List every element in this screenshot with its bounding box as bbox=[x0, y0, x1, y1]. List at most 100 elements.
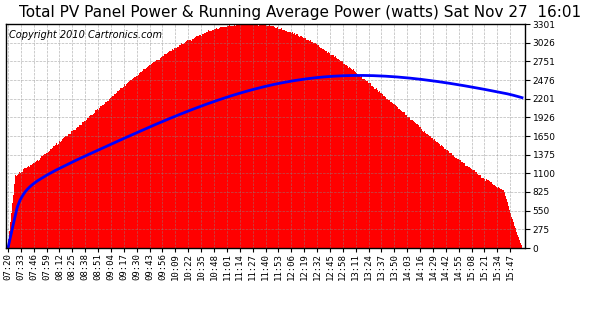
Bar bbox=[437, 142, 439, 248]
Bar bbox=[271, 26, 272, 248]
Bar bbox=[415, 123, 416, 248]
Bar bbox=[252, 25, 253, 248]
Bar bbox=[424, 131, 425, 248]
Bar bbox=[202, 34, 203, 248]
Bar bbox=[98, 108, 100, 248]
Bar bbox=[245, 24, 246, 248]
Bar bbox=[392, 103, 393, 248]
Bar bbox=[311, 42, 313, 248]
Bar bbox=[28, 166, 29, 248]
Bar bbox=[77, 127, 78, 248]
Bar bbox=[27, 167, 28, 248]
Bar bbox=[496, 187, 497, 248]
Bar bbox=[452, 155, 453, 248]
Bar bbox=[484, 179, 485, 248]
Bar bbox=[276, 28, 277, 248]
Bar bbox=[389, 100, 390, 248]
Bar bbox=[212, 30, 214, 248]
Bar bbox=[155, 61, 156, 248]
Bar bbox=[48, 152, 49, 248]
Bar bbox=[249, 24, 250, 248]
Bar bbox=[135, 77, 136, 248]
Bar bbox=[422, 131, 424, 248]
Bar bbox=[314, 43, 316, 248]
Bar bbox=[51, 149, 52, 248]
Bar bbox=[261, 24, 262, 248]
Bar bbox=[190, 40, 191, 248]
Bar bbox=[434, 139, 436, 248]
Bar bbox=[257, 25, 258, 248]
Bar bbox=[169, 51, 170, 248]
Bar bbox=[33, 163, 34, 248]
Bar bbox=[23, 169, 25, 248]
Bar bbox=[82, 122, 83, 248]
Bar bbox=[346, 65, 347, 248]
Bar bbox=[299, 36, 301, 248]
Bar bbox=[386, 99, 387, 248]
Bar bbox=[377, 90, 378, 248]
Bar bbox=[350, 68, 351, 248]
Text: Total PV Panel Power & Running Average Power (watts) Sat Nov 27  16:01: Total PV Panel Power & Running Average P… bbox=[19, 5, 581, 20]
Bar bbox=[358, 75, 359, 248]
Bar bbox=[342, 61, 343, 248]
Bar bbox=[11, 213, 13, 248]
Bar bbox=[258, 26, 259, 248]
Bar bbox=[10, 222, 11, 248]
Bar bbox=[384, 95, 385, 248]
Bar bbox=[374, 89, 375, 248]
Bar bbox=[502, 190, 503, 248]
Bar bbox=[459, 160, 460, 248]
Bar bbox=[224, 27, 226, 248]
Bar bbox=[495, 186, 496, 248]
Bar bbox=[466, 166, 467, 248]
Bar bbox=[378, 92, 379, 248]
Bar bbox=[71, 132, 72, 248]
Bar bbox=[488, 180, 489, 248]
Bar bbox=[498, 187, 499, 248]
Bar bbox=[121, 88, 122, 248]
Bar bbox=[194, 37, 196, 248]
Bar bbox=[139, 73, 140, 248]
Bar bbox=[421, 129, 422, 248]
Bar bbox=[464, 163, 465, 248]
Bar bbox=[173, 50, 174, 248]
Bar bbox=[208, 30, 209, 248]
Bar bbox=[133, 78, 134, 248]
Bar bbox=[80, 125, 81, 248]
Bar bbox=[199, 35, 200, 248]
Bar bbox=[97, 109, 98, 248]
Bar bbox=[251, 24, 252, 248]
Bar bbox=[192, 39, 193, 248]
Bar bbox=[229, 25, 230, 248]
Bar bbox=[164, 54, 165, 248]
Bar bbox=[238, 24, 239, 248]
Bar bbox=[387, 99, 388, 248]
Bar bbox=[81, 125, 82, 248]
Bar bbox=[174, 48, 175, 248]
Bar bbox=[418, 125, 419, 248]
Bar bbox=[25, 168, 26, 248]
Bar bbox=[425, 133, 427, 248]
Bar bbox=[72, 131, 73, 248]
Bar bbox=[344, 64, 345, 248]
Bar bbox=[349, 67, 350, 248]
Bar bbox=[115, 94, 116, 248]
Bar bbox=[287, 32, 288, 248]
Bar bbox=[156, 60, 157, 248]
Bar bbox=[442, 147, 443, 248]
Bar bbox=[443, 147, 444, 248]
Bar bbox=[403, 112, 404, 248]
Bar bbox=[158, 60, 159, 248]
Bar bbox=[449, 153, 450, 248]
Bar bbox=[383, 96, 384, 248]
Bar bbox=[94, 113, 95, 248]
Bar bbox=[66, 136, 67, 248]
Bar bbox=[29, 167, 30, 248]
Bar bbox=[78, 127, 79, 248]
Bar bbox=[391, 101, 392, 248]
Bar bbox=[112, 96, 113, 248]
Bar bbox=[455, 158, 456, 248]
Bar bbox=[85, 121, 86, 248]
Bar bbox=[223, 27, 224, 248]
Bar bbox=[130, 80, 131, 248]
